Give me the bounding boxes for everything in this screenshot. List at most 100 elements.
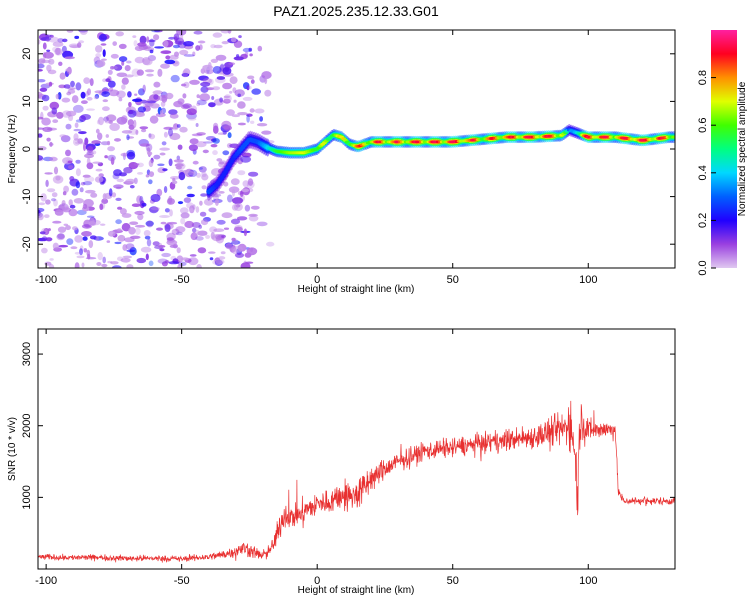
noise-blob	[102, 49, 106, 57]
noise-blob	[139, 195, 144, 204]
noise-blob	[169, 244, 178, 248]
noise-blob	[110, 53, 119, 59]
noise-blob	[119, 208, 127, 215]
noise-blob	[240, 262, 251, 268]
noise-blob	[75, 181, 81, 189]
noise-blob	[110, 156, 115, 165]
noise-blob	[47, 69, 57, 75]
noise-blob	[135, 129, 139, 136]
noise-blob	[79, 30, 88, 35]
noise-blob	[251, 88, 261, 95]
noise-blob	[142, 58, 153, 66]
noise-blob	[152, 241, 160, 247]
noise-blob	[83, 248, 88, 253]
noise-blob	[247, 75, 255, 80]
noise-blob	[116, 72, 128, 78]
noise-blob	[105, 134, 110, 138]
noise-blob	[113, 169, 122, 177]
noise-blob	[42, 51, 47, 60]
noise-blob	[148, 171, 155, 178]
noise-blob	[87, 88, 91, 96]
noise-blob	[126, 60, 132, 64]
noise-blob	[38, 202, 46, 206]
noise-blob	[241, 188, 250, 193]
noise-blob	[137, 213, 144, 221]
noise-blob	[149, 38, 155, 47]
noise-blob	[134, 210, 145, 215]
noise-blob	[177, 201, 184, 205]
noise-blob	[106, 140, 111, 146]
noise-blob	[154, 30, 163, 33]
noise-blob	[65, 123, 72, 130]
noise-blob	[196, 94, 200, 99]
noise-blob	[192, 160, 199, 165]
noise-blob	[51, 192, 58, 198]
noise-blob	[66, 238, 74, 246]
noise-blob	[250, 205, 260, 210]
noise-blob	[59, 134, 67, 138]
snr-series-line	[38, 400, 675, 563]
noise-blob	[146, 100, 157, 104]
noise-blob	[134, 56, 145, 64]
noise-blob	[81, 100, 88, 104]
noise-blob	[240, 155, 252, 163]
noise-blob	[86, 151, 94, 155]
noise-blob	[210, 58, 219, 64]
noise-blob	[84, 137, 89, 146]
noise-blob	[240, 190, 244, 198]
noise-blob	[230, 37, 237, 43]
noise-blob	[197, 230, 208, 236]
noise-blob	[249, 53, 253, 57]
noise-blob	[120, 152, 129, 157]
noise-blob	[230, 218, 241, 225]
noise-blob	[169, 113, 179, 119]
ridge-cell	[671, 135, 675, 139]
noise-blob	[81, 231, 92, 237]
noise-blob	[45, 199, 51, 205]
noise-blob	[168, 195, 173, 204]
noise-blob	[121, 115, 128, 124]
noise-blob	[208, 207, 217, 213]
noise-blob	[156, 227, 163, 231]
noise-blob	[44, 172, 53, 175]
noise-blob	[64, 68, 72, 72]
noise-blob	[212, 32, 223, 38]
noise-blob	[216, 219, 226, 225]
noise-blob	[234, 89, 245, 97]
noise-blob	[177, 144, 183, 150]
noise-blob	[82, 174, 91, 178]
noise-blob	[264, 76, 268, 85]
noise-blob	[51, 198, 56, 202]
noise-blob	[126, 151, 136, 160]
noise-blob	[114, 241, 122, 245]
snr-background	[38, 329, 675, 569]
noise-blob	[182, 70, 189, 78]
noise-blob	[61, 97, 71, 103]
noise-blob	[216, 76, 226, 80]
noise-blob	[67, 89, 76, 94]
noise-blob	[181, 83, 187, 87]
noise-blob	[209, 257, 214, 261]
noise-blob	[146, 73, 154, 77]
colorbar-tick-label: 0.6	[697, 118, 709, 133]
noise-blob	[101, 88, 110, 92]
noise-blob	[96, 262, 102, 266]
noise-blob	[187, 185, 193, 190]
noise-blob	[160, 63, 170, 69]
noise-blob	[121, 77, 129, 85]
noise-blob	[89, 217, 95, 225]
noise-blob	[222, 82, 233, 90]
noise-blob	[148, 159, 154, 168]
noise-blob	[144, 235, 151, 240]
noise-blob	[132, 98, 143, 103]
noise-blob	[141, 128, 147, 133]
colorbar-tick-label: 0.4	[697, 165, 709, 180]
noise-blob	[180, 34, 184, 41]
noise-blob	[186, 108, 197, 116]
y-tick-label: 3000	[21, 342, 33, 366]
noise-blob	[248, 86, 252, 90]
noise-blob	[38, 39, 41, 45]
noise-blob	[202, 141, 214, 144]
noise-blob	[198, 75, 209, 81]
noise-blob	[108, 120, 113, 124]
